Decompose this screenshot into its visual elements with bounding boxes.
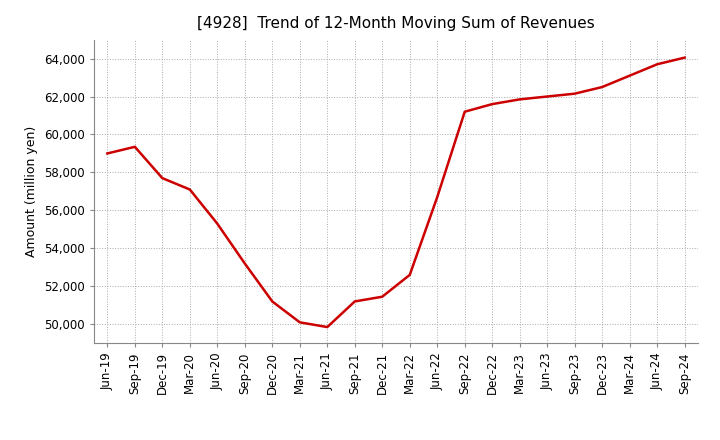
Y-axis label: Amount (million yen): Amount (million yen) — [25, 126, 38, 257]
Title: [4928]  Trend of 12-Month Moving Sum of Revenues: [4928] Trend of 12-Month Moving Sum of R… — [197, 16, 595, 32]
